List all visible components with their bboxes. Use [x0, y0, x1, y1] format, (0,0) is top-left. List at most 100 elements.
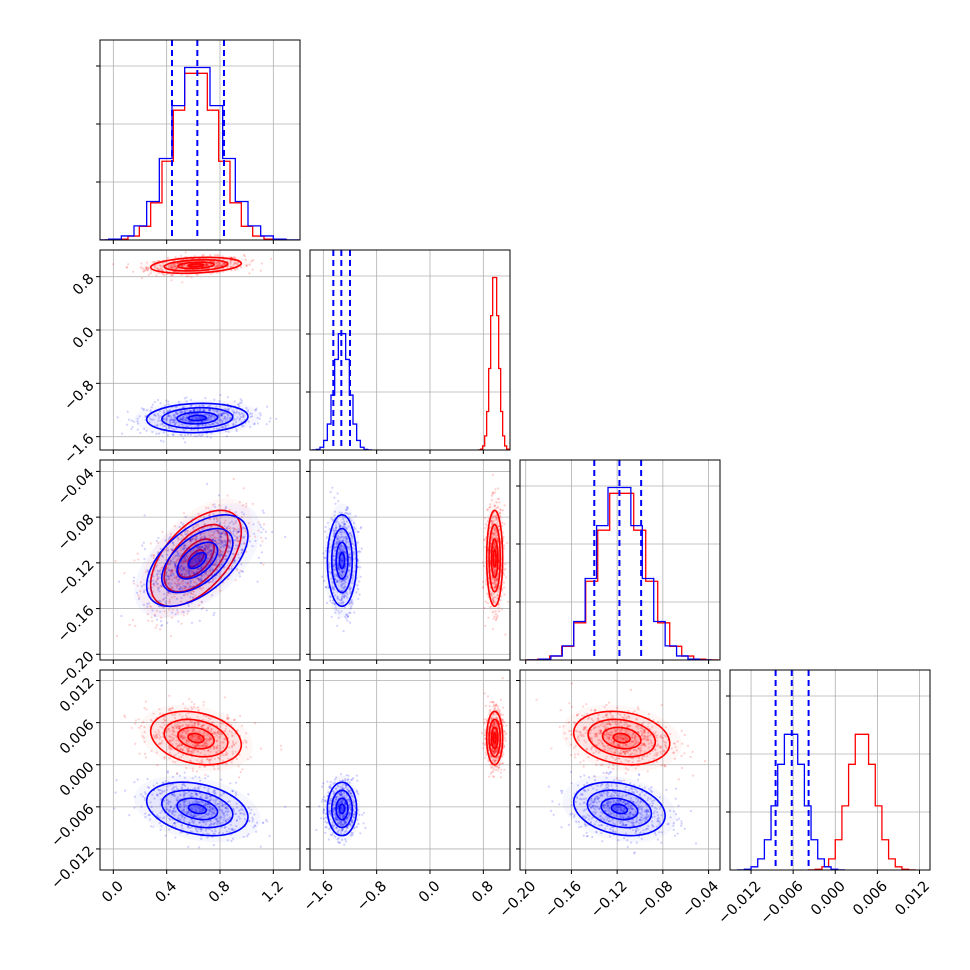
scatter-point — [180, 273, 183, 276]
scatter-point — [181, 565, 184, 568]
scatter-point — [218, 555, 221, 559]
scatter-point — [180, 410, 183, 414]
scatter-point — [176, 557, 180, 561]
scatter-point — [199, 405, 202, 408]
scatter-point — [211, 545, 214, 548]
scatter-point — [233, 256, 236, 259]
scatter-point — [171, 569, 174, 572]
scatter-point — [172, 576, 175, 580]
scatter-point — [204, 548, 207, 551]
scatter-point — [491, 627, 494, 631]
scatter-point — [236, 416, 239, 419]
scatter-point — [197, 554, 200, 557]
scatter-point — [216, 410, 219, 413]
scatter-point — [206, 546, 209, 549]
scatter-point — [156, 413, 160, 416]
scatter-point — [163, 610, 166, 613]
scatter-point — [221, 420, 224, 423]
scatter-point — [207, 569, 210, 572]
scatter-point — [171, 418, 174, 421]
scatter-point — [179, 586, 182, 589]
scatter-point — [168, 601, 171, 604]
scatter-point — [142, 270, 145, 273]
scatter-point — [220, 413, 223, 416]
scatter-point — [184, 560, 187, 563]
scatter-point — [169, 420, 172, 424]
scatter-point — [261, 509, 264, 512]
scatter-point — [165, 416, 168, 419]
scatter-point — [205, 262, 208, 265]
scatter-point — [256, 416, 259, 419]
scatter-point — [190, 398, 193, 401]
scatter-point — [216, 264, 219, 267]
scatter-point — [205, 264, 208, 267]
scatter-point — [205, 506, 208, 509]
scatter-point — [220, 539, 223, 542]
scatter-point — [153, 584, 156, 587]
scatter-point — [207, 533, 210, 536]
scatter-point — [209, 272, 212, 275]
scatter-point — [169, 418, 172, 421]
scatter-point — [224, 416, 227, 419]
scatter-point — [158, 410, 161, 413]
scatter-point — [204, 423, 207, 426]
scatter-point — [145, 708, 148, 711]
scatter-point — [223, 415, 226, 418]
scatter-point — [195, 424, 199, 427]
scatter-point — [190, 621, 194, 624]
scatter-point — [175, 266, 178, 269]
scatter-point — [216, 261, 219, 264]
scatter-point — [236, 537, 239, 541]
scatter-point — [140, 277, 144, 280]
scatter-point — [186, 433, 190, 436]
scatter-point — [162, 273, 165, 276]
scatter-point — [229, 265, 233, 268]
scatter-point — [196, 429, 200, 432]
scatter-point — [193, 421, 196, 424]
scatter-point — [163, 412, 166, 415]
scatter-point — [220, 413, 223, 416]
scatter-point — [173, 581, 176, 585]
scatter-point — [207, 264, 210, 267]
scatter-point — [183, 568, 186, 571]
scatter-point — [209, 263, 213, 266]
scatter-point — [204, 773, 207, 777]
scatter-point — [261, 540, 264, 543]
scatter-point — [196, 409, 199, 412]
scatter-point — [208, 581, 211, 584]
scatter-point — [236, 267, 239, 270]
scatter-point — [161, 262, 164, 265]
scatter-point — [229, 542, 232, 545]
scatter-point — [241, 425, 244, 428]
scatter-point — [211, 504, 214, 507]
scatter-point — [176, 413, 179, 416]
scatter-point — [202, 409, 205, 412]
scatter-point — [487, 616, 490, 619]
scatter-point — [214, 262, 217, 265]
scatter-point — [172, 433, 175, 436]
scatter-point — [159, 569, 162, 572]
scatter-point — [250, 412, 253, 415]
scatter-point — [183, 544, 186, 547]
scatter-point — [222, 426, 225, 429]
scatter-point — [165, 418, 168, 421]
scatter-point — [197, 420, 200, 424]
scatter-point — [189, 539, 192, 542]
scatter-point — [143, 269, 146, 272]
scatter-point — [216, 529, 219, 532]
scatter-point — [222, 262, 225, 265]
scatter-point — [284, 535, 287, 539]
scatter-point — [182, 511, 186, 515]
scatter-point — [259, 544, 262, 547]
scatter-point — [501, 509, 504, 512]
scatter-point — [168, 608, 171, 611]
scatter-point — [222, 263, 226, 266]
scatter-point — [182, 416, 185, 419]
scatter-point — [170, 264, 173, 267]
scatter-point — [171, 418, 174, 421]
scatter-point — [254, 409, 257, 412]
scatter-point — [230, 531, 233, 534]
scatter-point — [196, 435, 199, 438]
scatter-point — [155, 539, 158, 543]
scatter-point — [198, 557, 201, 560]
